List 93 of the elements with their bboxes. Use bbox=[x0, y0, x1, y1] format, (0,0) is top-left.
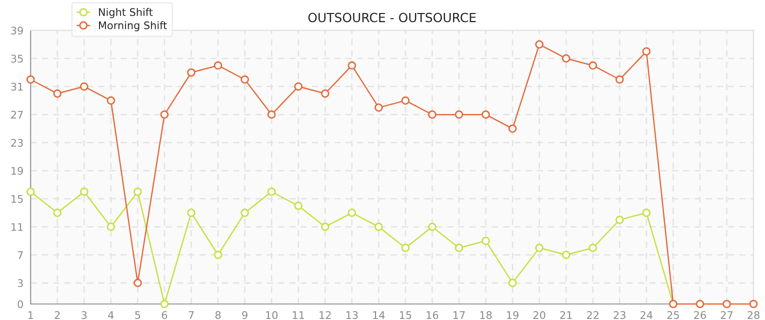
y-tick-label: 35 bbox=[11, 54, 23, 63]
point bbox=[562, 250, 570, 260]
x-tick-label: 16 bbox=[426, 311, 438, 320]
point bbox=[80, 82, 88, 91]
y-tick-label: 11 bbox=[12, 223, 23, 231]
point bbox=[134, 188, 142, 196]
point bbox=[214, 61, 222, 70]
x-tick-label: 19 bbox=[507, 311, 518, 320]
point bbox=[240, 208, 249, 217]
point bbox=[508, 124, 517, 133]
point bbox=[26, 75, 35, 84]
point bbox=[615, 75, 624, 84]
point bbox=[454, 110, 464, 119]
point bbox=[482, 236, 490, 246]
point bbox=[508, 278, 517, 288]
legend-label: Morning Shift bbox=[99, 21, 167, 32]
point bbox=[482, 110, 490, 119]
point bbox=[320, 89, 330, 98]
point bbox=[454, 244, 464, 252]
point bbox=[535, 40, 544, 49]
x-tick-label: 7 bbox=[188, 311, 194, 319]
point bbox=[535, 244, 544, 252]
point bbox=[642, 47, 651, 56]
x-tick-label: 14 bbox=[373, 311, 385, 319]
x-tick-label: 11 bbox=[292, 311, 304, 319]
x-tick-label: 13 bbox=[346, 311, 358, 320]
x-tick-label: 21 bbox=[560, 311, 572, 319]
point bbox=[401, 244, 410, 252]
y-tick-label: 23 bbox=[11, 138, 23, 147]
point bbox=[53, 89, 62, 98]
point bbox=[240, 75, 249, 84]
x-tick-label: 27 bbox=[720, 311, 732, 319]
point bbox=[267, 188, 276, 196]
point bbox=[749, 300, 758, 308]
legend-label: Night Shift bbox=[99, 8, 153, 18]
x-tick-label: 18 bbox=[480, 311, 492, 320]
point bbox=[294, 82, 303, 91]
y-tick-label: 7 bbox=[18, 251, 23, 259]
point bbox=[160, 110, 169, 119]
x-tick-label: 20 bbox=[533, 311, 546, 320]
point bbox=[374, 222, 383, 231]
point bbox=[428, 110, 436, 119]
point bbox=[401, 96, 410, 105]
y-tick-label: 31 bbox=[11, 82, 23, 91]
x-tick-label: 8 bbox=[215, 311, 221, 320]
x-tick-label: 3 bbox=[82, 311, 87, 320]
chart-title: OUTSOURCE - OUTSOURCE bbox=[308, 12, 476, 22]
point bbox=[696, 300, 704, 308]
x-tick-label: 6 bbox=[162, 311, 168, 320]
point bbox=[26, 188, 35, 196]
point bbox=[267, 110, 276, 119]
point bbox=[134, 278, 142, 288]
y-tick-label: 27 bbox=[11, 110, 23, 119]
point bbox=[642, 208, 651, 217]
point bbox=[722, 300, 731, 308]
y-tick-label: 3 bbox=[18, 279, 23, 288]
point bbox=[80, 188, 88, 196]
y-tick-label: 0 bbox=[18, 300, 23, 308]
point bbox=[348, 61, 356, 70]
y-tick-label: 39 bbox=[11, 26, 23, 35]
x-tick-label: 5 bbox=[135, 311, 140, 320]
x-tick-label: 28 bbox=[748, 311, 760, 320]
point bbox=[320, 222, 330, 231]
point bbox=[160, 300, 169, 308]
point bbox=[187, 208, 196, 217]
x-tick-label: 10 bbox=[266, 311, 278, 320]
point bbox=[294, 202, 303, 210]
point bbox=[588, 61, 598, 70]
point bbox=[53, 208, 62, 217]
point bbox=[615, 216, 624, 224]
point bbox=[214, 250, 222, 260]
point bbox=[562, 54, 570, 63]
point bbox=[187, 68, 196, 77]
point bbox=[588, 244, 598, 252]
point bbox=[428, 222, 436, 231]
x-tick-label: 22 bbox=[587, 311, 598, 319]
x-tick-label: 1 bbox=[28, 311, 33, 319]
point bbox=[348, 208, 356, 217]
x-tick-label: 15 bbox=[400, 311, 412, 320]
point bbox=[106, 222, 116, 231]
point bbox=[106, 96, 116, 105]
x-tick-label: 9 bbox=[242, 311, 248, 320]
x-tick-label: 26 bbox=[694, 311, 706, 320]
x-tick-label: 17 bbox=[454, 311, 465, 319]
x-tick-label: 4 bbox=[108, 311, 114, 319]
y-tick-label: 15 bbox=[12, 195, 23, 203]
x-tick-label: 24 bbox=[640, 311, 652, 319]
x-tick-label: 12 bbox=[320, 311, 331, 319]
x-tick-label: 25 bbox=[667, 311, 679, 320]
x-tick-label: 23 bbox=[614, 311, 626, 320]
x-tick-label: 2 bbox=[54, 311, 60, 319]
point bbox=[374, 103, 383, 112]
y-tick-label: 19 bbox=[12, 166, 23, 175]
